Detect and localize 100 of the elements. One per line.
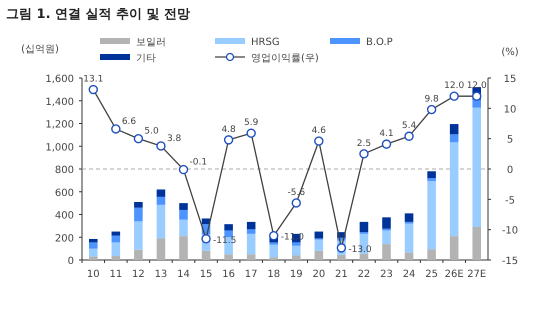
bar: [246, 234, 256, 254]
data-label: 12.0: [466, 81, 488, 92]
bar: [179, 210, 188, 220]
bar: [112, 236, 120, 242]
legend-label: 기타: [136, 53, 156, 64]
bar: [246, 254, 256, 260]
bar: [156, 189, 166, 197]
y2-tick-label: -10: [502, 226, 518, 237]
y-tick-label: 800: [54, 165, 74, 176]
bar: [427, 171, 436, 178]
data-label: 13.1: [83, 74, 104, 85]
bar: [224, 254, 233, 260]
bar: [314, 240, 324, 251]
y-tick-label: 200: [54, 233, 74, 244]
bar: [314, 232, 324, 238]
y-tick-label: 400: [54, 210, 74, 222]
data-label: -13.0: [348, 244, 372, 255]
bar: [472, 108, 482, 228]
data-label: 4.1: [379, 129, 394, 140]
bar: [88, 238, 98, 242]
y-tick-label: 1,200: [45, 120, 74, 130]
bar: [292, 242, 301, 246]
y-tick-label: 1,000: [45, 142, 74, 154]
bar: [292, 246, 301, 256]
x-tick-label: 13: [154, 269, 168, 280]
bar: [382, 230, 391, 244]
data-label: 4.6: [312, 126, 326, 136]
bar: [112, 242, 120, 256]
y-tick-label: 1,600: [45, 74, 74, 85]
x-tick-label: 16: [222, 269, 235, 280]
bar: [269, 244, 278, 258]
y-axis-title: (십억원): [21, 44, 59, 55]
y2-tick-label: -5: [505, 195, 515, 206]
bar: [134, 208, 143, 222]
x-tick-label: 20: [312, 269, 326, 280]
bar: [427, 249, 436, 260]
bar: [450, 236, 458, 260]
bar: [450, 142, 458, 236]
y2-tick-label: -15: [502, 256, 518, 267]
y2-tick-label: 15: [504, 74, 516, 85]
data-label: 5.4: [402, 121, 416, 132]
bar: [246, 222, 256, 230]
bar: [450, 124, 458, 134]
x-tick-label: 10: [86, 269, 100, 280]
bar: [134, 221, 143, 250]
bar: [88, 242, 98, 249]
data-label: 2.5: [356, 138, 372, 149]
x-tick-label: 19: [290, 269, 303, 280]
bar: [202, 250, 210, 260]
data-label: 9.8: [424, 94, 440, 105]
y-tick-label: 0: [68, 256, 74, 267]
bar: [134, 250, 143, 260]
bar: [427, 178, 436, 181]
bar: [224, 230, 233, 238]
bar: [88, 248, 98, 257]
x-tick-label: 25: [425, 269, 438, 280]
bar: [156, 238, 166, 260]
data-label: -0.1: [190, 158, 208, 168]
bar: [179, 203, 188, 210]
bar: [404, 224, 414, 253]
bar: [224, 224, 233, 230]
x-tick-label: 27E: [467, 269, 486, 280]
x-tick-label: 23: [380, 269, 393, 280]
bar: [404, 213, 414, 222]
y2-tick-label: 0: [506, 165, 514, 176]
bar: [292, 255, 301, 260]
chart-title: 그림 1. 연결 실적 추이 및 전망: [6, 7, 190, 22]
x-tick-label: 17: [244, 269, 258, 280]
bar: [382, 217, 391, 229]
y2-tick-label: 5: [506, 134, 514, 146]
data-label: -11.5: [213, 236, 236, 246]
bar: [156, 196, 166, 205]
bar: [450, 134, 458, 142]
legend-label: 보일러: [136, 37, 166, 48]
bar: [404, 252, 414, 260]
data-label: 3.8: [166, 134, 182, 144]
data-label: 5.9: [244, 118, 259, 128]
bar: [156, 204, 166, 238]
data-label: 6.6: [122, 116, 136, 127]
legend-label: B.O.P: [366, 37, 393, 48]
y2-axis-title: (%): [501, 47, 519, 58]
data-label: 5.0: [144, 126, 159, 137]
legend-label: 영업이익률(우): [251, 53, 319, 64]
bar: [382, 244, 391, 260]
bar: [112, 256, 120, 260]
bar: [269, 257, 278, 260]
bar: [179, 236, 188, 260]
bar: [179, 220, 188, 236]
legend-label: HRSG: [251, 37, 280, 48]
bar: [427, 180, 436, 250]
data-label: 4.8: [221, 124, 236, 135]
bar: [360, 222, 368, 232]
bar: [472, 100, 482, 108]
bar: [360, 254, 368, 260]
x-tick-label: 14: [177, 269, 190, 280]
x-tick-label: 22: [358, 269, 370, 280]
x-tick-label: 24: [402, 269, 416, 280]
bar: [88, 256, 98, 260]
bar: [337, 254, 346, 260]
bar: [246, 229, 256, 234]
